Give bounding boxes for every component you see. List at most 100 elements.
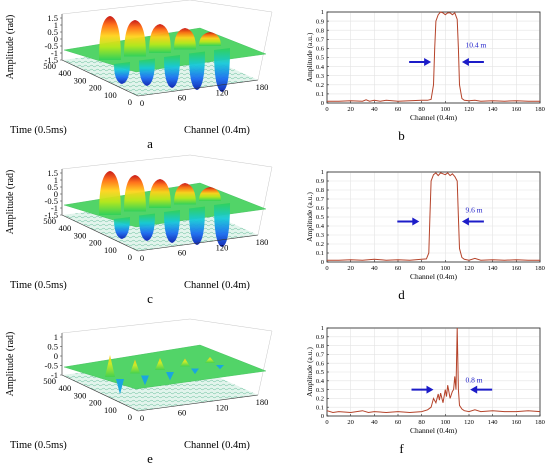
time-axis-label: Time (0.5ms) xyxy=(10,280,67,291)
x-tick-label: 120 xyxy=(464,419,474,426)
z-tick-label: 0.5 xyxy=(47,27,58,37)
channel-axis-label: Channel (0.4m) xyxy=(184,440,250,451)
channel-axis-label: Channel (0.4m) xyxy=(184,125,250,136)
channel-axis xyxy=(137,79,259,97)
y-tick-label: 0.5 xyxy=(316,214,324,221)
z-axis-label: Amplitude (rad) xyxy=(5,15,16,80)
y-tick-label: 0.8 xyxy=(316,27,324,34)
time-tick-label: 200 xyxy=(89,238,102,248)
line-panel-b: 0 20 40 60 80 100 120 140 160 180 0 0.1 0.2 0.3 0.4 0.5… xyxy=(305,9,545,143)
surface-peak xyxy=(174,28,196,50)
x-tick-label: 0 xyxy=(325,419,328,426)
time-tick-label: 500 xyxy=(43,376,56,386)
y-tick-label: 0.1 xyxy=(316,250,324,257)
surface-trough xyxy=(141,375,149,386)
x-tick-label: 140 xyxy=(488,106,498,113)
panel-label: b xyxy=(398,128,405,143)
plot-frame xyxy=(326,327,541,417)
y-tick-label: 0.6 xyxy=(316,205,325,212)
y-tick-label: 0 xyxy=(321,259,324,266)
surface-peak xyxy=(199,187,221,201)
x-tick-label: 20 xyxy=(347,419,354,426)
arrow-right-head xyxy=(461,217,469,226)
width-annotation: 10.4 m xyxy=(465,40,486,49)
time-tick-label: 0 xyxy=(128,97,132,107)
y-tick-label: 0.8 xyxy=(316,187,324,194)
surface-peak xyxy=(99,16,121,60)
channel-axis-label: Channel (0.4m) xyxy=(184,280,250,291)
surface-trough xyxy=(191,368,199,375)
line-panel-d: 0 20 40 60 80 100 120 140 160 180 0 0.1 0.2 0.3 0.4 0.5… xyxy=(305,169,545,302)
channel-tick-label: 120 xyxy=(216,87,229,97)
y-tick-label: 0.1 xyxy=(316,404,324,411)
x-tick-label: 20 xyxy=(347,265,354,272)
x-tick-label: 0 xyxy=(325,265,328,272)
surface-peak xyxy=(105,355,115,377)
y-tick-label: 0.9 xyxy=(316,178,324,185)
y-tick-label: 0.3 xyxy=(316,387,324,394)
x-tick-label: 100 xyxy=(440,106,450,113)
x-tick-label: 40 xyxy=(371,106,378,113)
surface-trough xyxy=(114,62,130,84)
surface-trough xyxy=(189,51,205,90)
x-tick-label: 100 xyxy=(440,419,450,426)
channel-tick-label: 180 xyxy=(256,397,269,407)
x-tick-label: 160 xyxy=(511,419,521,426)
z-tick-label: 0 xyxy=(54,189,58,199)
time-tick-label: 0 xyxy=(128,252,132,262)
y-tick-label: 1 xyxy=(321,325,324,332)
time-axis-label: Time (0.5ms) xyxy=(10,440,67,451)
arrow-right-head xyxy=(470,385,478,394)
surface-trough xyxy=(116,379,124,395)
arrow-left-head xyxy=(426,385,434,394)
y-tick-label: 0.2 xyxy=(316,241,324,248)
surface-trough xyxy=(214,48,230,92)
surface-peak xyxy=(155,358,165,370)
panel-label: f xyxy=(399,441,404,456)
x-tick-label: 180 xyxy=(535,106,545,113)
y-tick-label: 0.3 xyxy=(316,73,324,80)
surface-trough xyxy=(114,217,130,239)
time-tick-label: 100 xyxy=(104,90,117,100)
y-tick-label: 0.7 xyxy=(316,196,325,203)
y-tick-label: 0.6 xyxy=(316,360,325,367)
channel-tick-label: 120 xyxy=(216,242,229,252)
z-tick-label: -1 xyxy=(51,370,58,380)
y-axis-label: Amplitude (a.u.) xyxy=(305,192,314,242)
channel-tick-label: 60 xyxy=(178,248,187,258)
surface-trough xyxy=(139,58,155,86)
arrow-right-head xyxy=(461,58,469,67)
x-tick-label: 140 xyxy=(488,419,498,426)
x-axis-label: Channel (0.4m) xyxy=(410,113,458,122)
line-panel-f: 0 20 40 60 80 100 120 140 160 180 0 0.10.2 0.3 0.4 0.5… xyxy=(305,325,545,456)
y-axis-label: Amplitude (a.u.) xyxy=(305,32,314,82)
z-tick-label: -1 xyxy=(51,203,58,213)
time-tick-label: 300 xyxy=(74,390,87,400)
z-tick-label: -0.5 xyxy=(45,41,58,51)
panel-label: a xyxy=(147,136,153,151)
z-tick-label: -1.5 xyxy=(45,55,58,65)
x-tick-label: 60 xyxy=(395,419,402,426)
time-tick-label: 500 xyxy=(43,216,56,226)
channel-tick-label: 180 xyxy=(256,82,269,92)
panel-label: c xyxy=(147,291,153,306)
x-tick-label: 0 xyxy=(325,106,328,113)
channel-tick-label: 60 xyxy=(178,408,187,418)
x-tick-label: 80 xyxy=(418,106,425,113)
x-tick-label: 120 xyxy=(464,106,474,113)
time-axis xyxy=(61,59,139,97)
surface-peak xyxy=(149,179,171,208)
y-tick-label: 0.3 xyxy=(316,232,324,239)
y-tick-label: 0.1 xyxy=(316,91,324,98)
channel-tick-label: 0 xyxy=(140,413,144,423)
surface-peak xyxy=(130,359,140,374)
channel-axis xyxy=(137,234,259,252)
panel-label: e xyxy=(147,451,153,466)
surface-trough xyxy=(189,206,205,245)
z-axis-label: Amplitude (rad) xyxy=(5,332,16,397)
z-tick-label: 1.5 xyxy=(47,168,58,178)
